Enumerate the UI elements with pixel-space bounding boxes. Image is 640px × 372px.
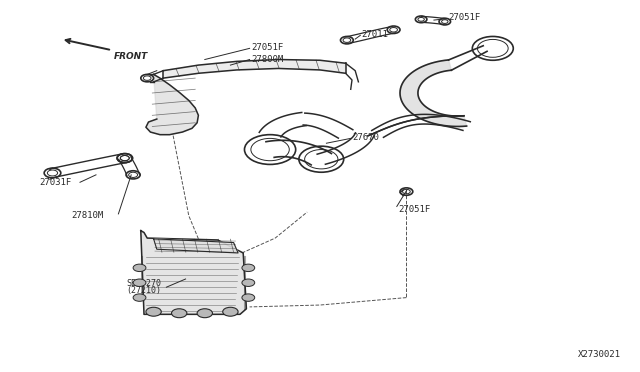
Text: 27051F: 27051F <box>448 13 480 22</box>
Polygon shape <box>154 239 238 253</box>
Polygon shape <box>163 60 346 78</box>
Text: FRONT: FRONT <box>114 52 148 61</box>
Circle shape <box>242 294 255 301</box>
Text: X2730021: X2730021 <box>578 350 621 359</box>
Polygon shape <box>146 74 198 135</box>
Text: 27031F: 27031F <box>40 178 72 187</box>
Circle shape <box>242 279 255 286</box>
Circle shape <box>172 309 187 318</box>
Circle shape <box>133 264 146 272</box>
Text: (27210): (27210) <box>126 286 161 295</box>
Circle shape <box>133 294 146 301</box>
Text: 27670: 27670 <box>352 133 379 142</box>
Circle shape <box>146 307 161 316</box>
Text: 27810M: 27810M <box>72 211 104 219</box>
Text: 27011: 27011 <box>362 30 388 39</box>
Polygon shape <box>141 231 246 314</box>
Polygon shape <box>400 60 467 126</box>
Text: 27051F: 27051F <box>398 205 430 214</box>
Text: 27051F: 27051F <box>251 43 283 52</box>
Text: SEC.270: SEC.270 <box>126 279 161 288</box>
Circle shape <box>197 309 212 318</box>
Circle shape <box>133 279 146 286</box>
Text: 27800M: 27800M <box>251 55 283 64</box>
Circle shape <box>242 264 255 272</box>
Circle shape <box>223 307 238 316</box>
